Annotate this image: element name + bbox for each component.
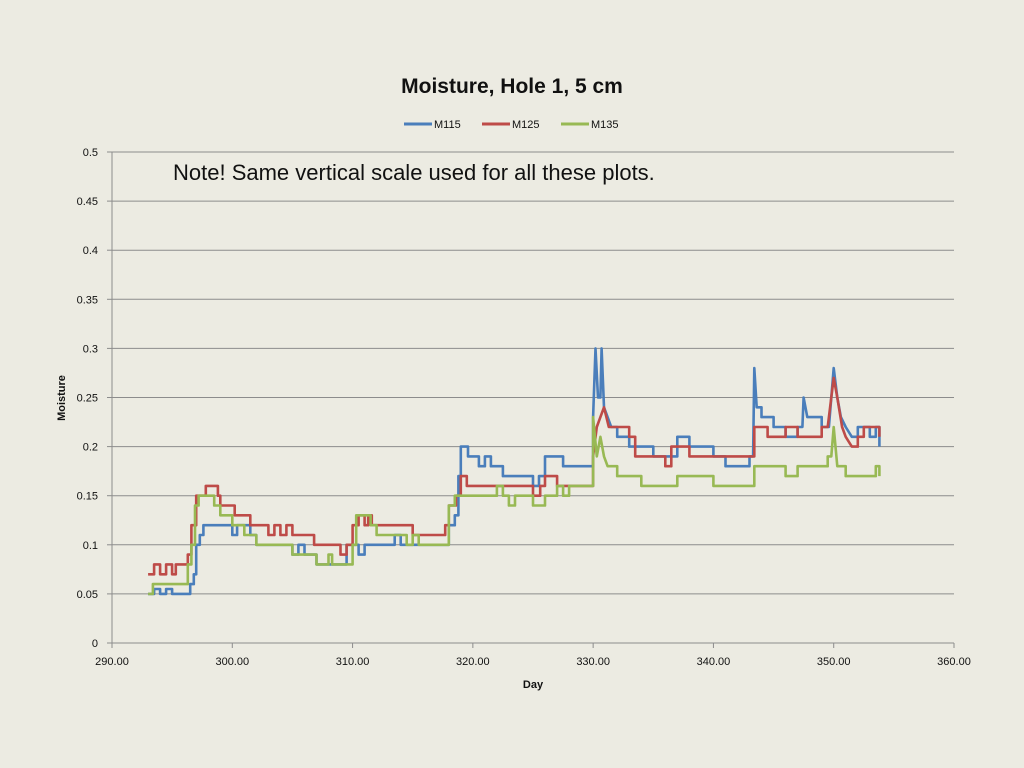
- x-tick-label: 310.00: [336, 656, 370, 668]
- y-tick-label: 0.3: [83, 343, 98, 355]
- legend-label: M115: [434, 119, 461, 131]
- x-tick-label: 340.00: [697, 656, 731, 668]
- x-tick-label: 330.00: [576, 656, 610, 668]
- x-tick-label: 320.00: [456, 656, 490, 668]
- y-tick-label: 0.05: [77, 589, 98, 601]
- x-tick-label: 350.00: [817, 656, 851, 668]
- x-tick-label: 300.00: [215, 656, 249, 668]
- y-tick-label: 0: [92, 638, 98, 650]
- x-tick-label: 360.00: [937, 656, 971, 668]
- series-line-m115: [148, 347, 881, 596]
- chart-title: Moisture, Hole 1, 5 cm: [401, 75, 623, 98]
- y-axis-label: Moisture: [56, 375, 68, 421]
- x-axis-label: Day: [523, 679, 544, 691]
- y-tick-label: 0.45: [77, 196, 98, 208]
- y-tick-label: 0.15: [77, 491, 98, 503]
- series-line-m135: [148, 415, 881, 596]
- x-tick-label: 290.00: [95, 656, 129, 668]
- legend-label: M135: [591, 119, 619, 131]
- y-tick-label: 0.1: [83, 540, 98, 552]
- legend-label: M125: [512, 119, 540, 131]
- y-tick-label: 0.2: [83, 442, 98, 454]
- y-tick-label: 0.5: [83, 147, 98, 159]
- y-tick-label: 0.35: [77, 294, 98, 306]
- y-tick-label: 0.25: [77, 393, 98, 405]
- chart-note: Note! Same vertical scale used for all t…: [173, 160, 655, 185]
- y-tick-label: 0.4: [83, 245, 98, 257]
- series-line-m125: [148, 376, 881, 576]
